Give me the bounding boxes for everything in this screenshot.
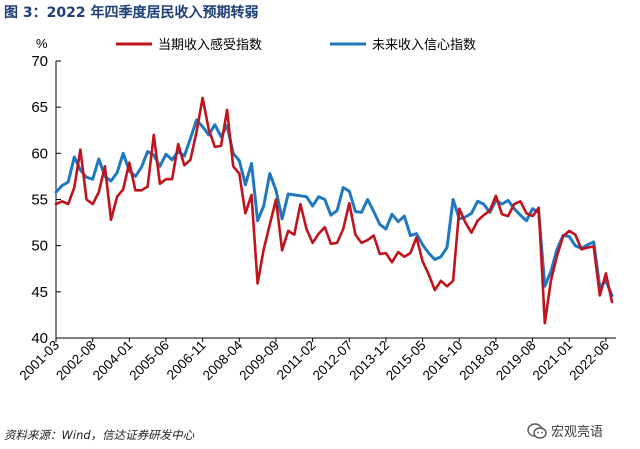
x-tick-label: 2009-09 — [236, 338, 282, 384]
y-axis-unit: % — [36, 36, 48, 51]
series-line-1 — [54, 118, 614, 297]
legend-label-0: 当期收入感受指数 — [158, 37, 262, 53]
series-line-0 — [54, 96, 614, 325]
y-tick-label: 60 — [31, 145, 48, 162]
y-tick-label: 55 — [31, 192, 48, 209]
y-tick-label: 65 — [31, 99, 48, 116]
x-tick-label: 2005-06 — [126, 338, 172, 384]
y-tick-label: 45 — [31, 284, 48, 301]
watermark-label: 宏观亮语 — [551, 425, 604, 440]
chart-title: 图 3：2022 年四季度居民收入预期转弱 — [4, 5, 259, 21]
x-tick-label: 2022-06 — [566, 338, 612, 384]
x-tick-label: 2021-01 — [530, 338, 576, 384]
x-tick-label: 2002-08 — [53, 338, 99, 384]
x-tick-label: 2019-08 — [493, 338, 539, 384]
x-tick-label: 2012-07 — [310, 338, 356, 384]
x-tick-label: 2004-01 — [90, 338, 136, 384]
x-tick-label: 2016-10 — [420, 338, 466, 384]
x-tick-label: 2015-05 — [383, 338, 429, 384]
chart-legend: 当期收入感受指数 未来收入信心指数 — [116, 37, 476, 53]
y-tick-label: 70 — [31, 53, 48, 70]
series-layer — [54, 96, 614, 325]
chart-axes: 40455055606570%2001-032002-082004-012005… — [16, 36, 616, 383]
source-note: 资料来源：Wind，信达证券研发中心 — [4, 428, 195, 442]
x-tick-label: 2018-03 — [456, 338, 502, 384]
y-tick-label: 50 — [31, 238, 48, 255]
x-tick-label: 2013-12 — [346, 338, 392, 384]
legend-label-1: 未来收入信心指数 — [372, 38, 476, 53]
watermark: 宏观亮语 — [527, 421, 603, 440]
wechat-icon — [527, 422, 547, 439]
y-tick-label: 40 — [31, 330, 48, 347]
